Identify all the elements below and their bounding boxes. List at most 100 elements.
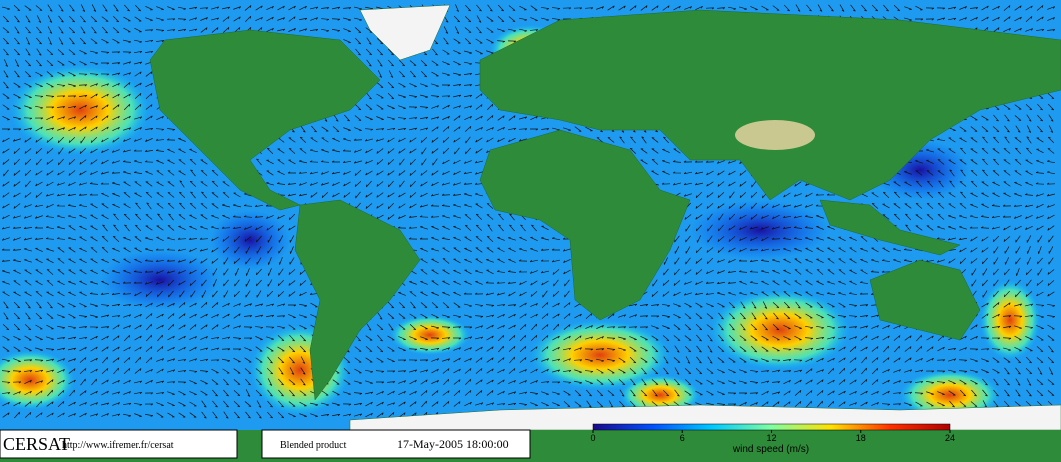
wind-arrow [24,324,32,331]
wind-arrow [838,390,846,396]
wind-arrow [684,313,692,319]
wind-arrow [365,48,373,56]
wind-arrow [420,94,428,98]
wind-arrow [123,127,132,131]
wind-arrow [706,324,714,330]
wind-arrow [67,95,77,98]
wind-arrow [331,18,341,21]
wind-arrow [376,104,384,110]
wind-arrow [57,400,65,408]
wind-arrow [640,357,648,363]
wind-arrow [45,215,55,218]
wind-arrow [705,7,715,10]
wind-arrow [749,248,759,251]
wind-arrow [562,381,572,384]
wind-arrow [387,158,395,166]
wind-arrow [1047,103,1055,111]
wind-arrow [278,257,283,265]
wind-arrow [982,389,988,397]
wind-arrow [355,191,361,199]
wind-arrow [100,304,110,307]
wind-arrow [177,381,187,384]
wind-arrow [409,192,417,198]
wind-arrow [827,313,835,319]
wind-arrow [2,37,10,45]
wind-arrow [123,356,131,364]
wind-arrow [68,148,76,154]
wind-arrow [496,270,506,273]
wind-arrow [166,138,176,141]
wind-arrow [431,401,439,407]
wind-arrow [651,325,659,330]
wind-arrow [189,324,197,330]
wind-arrow [716,281,725,285]
wind-arrow [651,356,659,364]
wind-arrow [794,291,802,296]
wind-arrow [519,248,527,252]
wind-arrow [937,17,946,21]
wind-arrow [783,379,791,385]
wind-arrow [949,180,955,188]
wind-arrow [970,247,978,253]
wind-arrow [936,138,946,141]
wind-arrow [827,258,835,264]
wind-arrow [23,204,32,208]
wind-arrow [1026,235,1032,243]
wind-arrow [674,389,680,397]
wind-arrow [936,370,946,373]
wind-arrow [882,379,890,385]
wind-arrow [211,27,219,33]
wind-arrow [1015,367,1021,375]
wind-arrow [1014,159,1022,165]
wind-arrow [937,402,945,407]
wind-arrow [530,380,538,384]
wind-arrow [1026,114,1032,122]
wind-arrow [596,401,604,408]
wind-arrow [212,400,218,408]
wind-arrow [67,237,76,241]
wind-arrow [475,148,483,154]
wind-arrow [685,246,691,254]
wind-arrow [455,4,459,12]
wind-arrow [35,390,43,396]
wind-arrow [794,335,802,341]
wind-arrow [2,137,10,143]
wind-arrow [287,182,297,185]
wind-arrow [728,334,736,342]
wind-arrow [739,369,747,374]
wind-arrow [211,368,219,374]
wind-arrow [35,336,43,341]
wind-arrow [431,236,439,241]
wind-arrow [145,302,153,308]
wind-arrow [299,390,307,396]
wind-arrow [101,402,110,406]
wind-arrow [826,193,836,196]
wind-arrow [772,280,780,286]
wind-arrow [156,170,164,176]
wind-arrow [695,246,702,254]
wind-arrow [112,413,121,417]
wind-arrow [223,257,229,265]
wind-arrow [925,381,935,384]
wind-arrow [222,324,230,330]
wind-arrow [772,335,780,341]
wind-arrow [112,324,120,330]
wind-arrow [320,18,330,21]
wind-arrow [893,191,901,199]
wind-arrow [24,59,32,67]
wind-arrow [299,303,308,307]
wind-arrow [728,170,736,176]
wind-arrow [431,280,439,286]
wind-arrow [606,326,616,329]
wind-arrow [101,83,110,87]
wind-arrow [199,370,209,373]
wind-arrow [938,180,944,188]
wind-arrow [278,400,284,408]
wind-arrow [992,313,1000,319]
wind-arrow [508,313,516,319]
wind-arrow [519,17,528,21]
wind-arrow [805,192,813,198]
wind-arrow [860,346,868,352]
wind-arrow [465,147,471,155]
wind-arrow [760,248,769,252]
